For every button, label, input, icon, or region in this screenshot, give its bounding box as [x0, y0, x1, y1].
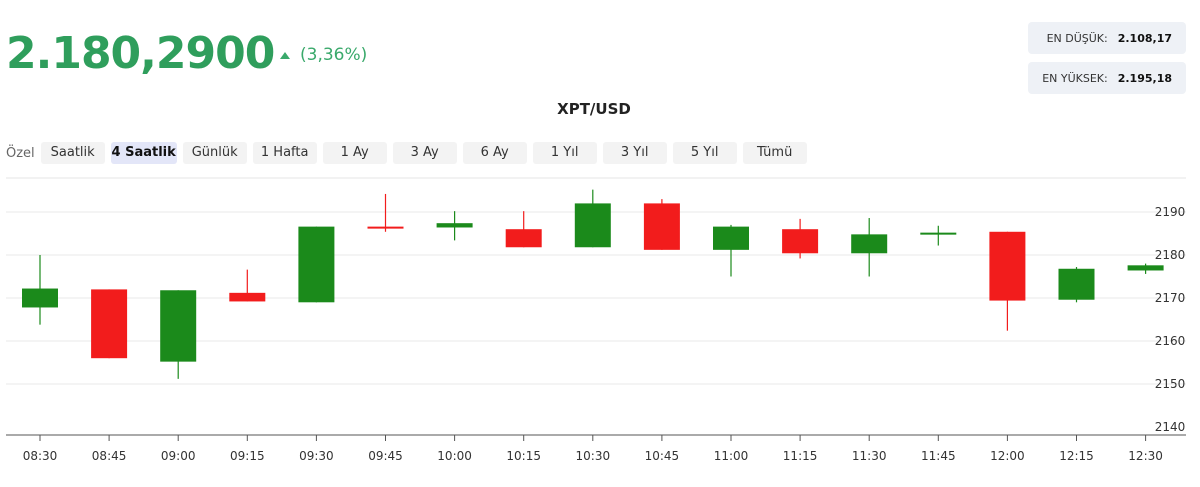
candle-body[interactable]	[920, 232, 957, 235]
range-button-4-saatlik[interactable]: 4 Saatlik	[110, 142, 177, 164]
y-tick-label: 2160	[1155, 334, 1186, 348]
x-tick-label: 11:15	[783, 449, 818, 463]
y-tick-label: 2180	[1155, 248, 1186, 262]
low-label: EN DÜŞÜK:	[1046, 31, 1108, 45]
candle-body[interactable]	[713, 226, 749, 250]
x-tick-label: 11:45	[921, 449, 956, 463]
candle-body[interactable]	[989, 231, 1026, 301]
x-tick-label: 11:00	[714, 449, 749, 463]
x-tick-label: 08:45	[92, 449, 127, 463]
x-tick-label: 10:45	[645, 449, 680, 463]
y-tick-label: 2190	[1155, 205, 1186, 219]
range-selector: Özel Saatlik 4 Saatlik Günlük 1 Hafta 1 …	[6, 142, 807, 164]
candle-body[interactable]	[782, 229, 819, 254]
candle-body[interactable]	[436, 223, 473, 228]
y-tick-label: 2150	[1155, 377, 1186, 391]
high-label: EN YÜKSEK:	[1042, 71, 1108, 85]
range-button-1-hafta[interactable]: 1 Hafta	[252, 142, 317, 164]
x-tick-label: 10:15	[506, 449, 541, 463]
candle-body[interactable]	[22, 288, 58, 308]
x-tick-label: 10:00	[437, 449, 472, 463]
x-tick-label: 09:00	[161, 449, 196, 463]
candle-body[interactable]	[298, 226, 335, 303]
candle-body[interactable]	[91, 289, 128, 359]
range-button-1-ay[interactable]: 1 Ay	[322, 142, 387, 164]
range-button-tumu[interactable]: Tümü	[742, 142, 807, 164]
price-change-percent: (3,36%)	[300, 45, 368, 65]
y-tick-label: 2170	[1155, 291, 1186, 305]
chart-title: XPT/USD	[557, 100, 631, 118]
candle-body[interactable]	[229, 292, 266, 302]
range-custom-label[interactable]: Özel	[6, 145, 35, 161]
x-tick-label: 09:15	[230, 449, 265, 463]
x-tick-label: 09:30	[299, 449, 334, 463]
range-button-6-ay[interactable]: 6 Ay	[462, 142, 527, 164]
candle-body[interactable]	[160, 290, 197, 362]
candle-body[interactable]	[505, 229, 542, 248]
candle-body[interactable]	[574, 203, 611, 248]
low-value: 2.108,17	[1117, 31, 1172, 45]
candle-body[interactable]	[1127, 265, 1164, 271]
low-stat: EN DÜŞÜK: 2.108,17	[1028, 22, 1186, 54]
x-tick-label: 10:30	[576, 449, 611, 463]
range-button-1-yil[interactable]: 1 Yıl	[532, 142, 597, 164]
current-price: 2.180,2900	[6, 28, 275, 79]
range-button-3-yil[interactable]: 3 Yıl	[602, 142, 667, 164]
high-value: 2.195,18	[1117, 71, 1172, 85]
range-button-saatlik[interactable]: Saatlik	[40, 142, 105, 164]
x-tick-label: 11:30	[852, 449, 887, 463]
range-button-gunluk[interactable]: Günlük	[182, 142, 247, 164]
x-tick-label: 12:00	[990, 449, 1025, 463]
candle-body[interactable]	[1058, 268, 1095, 300]
range-button-5-yil[interactable]: 5 Yıl	[672, 142, 737, 164]
x-tick-label: 09:45	[368, 449, 403, 463]
candle-body[interactable]	[851, 234, 888, 254]
x-tick-label: 12:15	[1059, 449, 1094, 463]
triangle-up-icon	[280, 51, 290, 59]
candlestick-chart: 2140 2150 2160 2170 2180 2190 08:30 08:45 09:00 0…	[6, 177, 1186, 463]
price-change: (3,36%)	[280, 45, 367, 65]
candle-body[interactable]	[367, 226, 404, 229]
candle-body[interactable]	[643, 203, 680, 250]
x-tick-label: 08:30	[23, 449, 58, 463]
high-stat: EN YÜKSEK: 2.195,18	[1028, 62, 1186, 94]
y-tick-label: 2140	[1155, 420, 1186, 434]
x-tick-label: 12:30	[1128, 449, 1163, 463]
range-button-3-ay[interactable]: 3 Ay	[392, 142, 457, 164]
